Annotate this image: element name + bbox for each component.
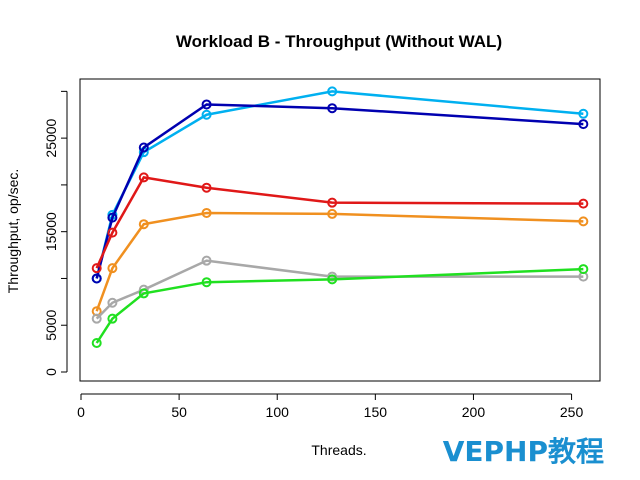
x-axis-label: Threads. [311, 442, 366, 458]
data-point [138, 288, 149, 299]
x-tick-label: 150 [364, 404, 388, 420]
y-tick-label: 15000 [43, 212, 59, 251]
data-point [138, 219, 149, 230]
data-point [327, 274, 338, 285]
data-point [327, 86, 338, 97]
data-point [91, 273, 102, 284]
data-point [91, 313, 102, 324]
data-point [107, 297, 118, 308]
data-point [201, 207, 212, 218]
series-line [95, 211, 584, 312]
series-4 [91, 207, 589, 317]
y-axis-label: Throughput, op/sec. [5, 169, 21, 294]
data-point [578, 216, 589, 227]
y-tick-label: 5000 [43, 309, 59, 340]
chart-title: Workload B - Throughput (Without WAL) [176, 32, 502, 51]
x-axis: 0 50 100 150 200 250 [77, 393, 584, 420]
data-point [107, 263, 118, 274]
data-point [107, 227, 118, 238]
data-point [578, 108, 589, 119]
series-line [95, 103, 584, 279]
x-tick-label: 250 [560, 404, 584, 420]
data-point [578, 198, 589, 209]
x-tick-label: 50 [171, 404, 187, 420]
series-6 [91, 264, 589, 348]
series-1 [91, 86, 589, 284]
data-point [107, 313, 118, 324]
series-layer [91, 86, 589, 348]
data-point [91, 263, 102, 274]
data-point [138, 172, 149, 183]
y-tick-label: 25000 [43, 118, 59, 157]
data-point [201, 255, 212, 266]
x-tick-label: 0 [77, 404, 85, 420]
y-axis: 0 5000 15000 25000 [43, 90, 68, 376]
data-point [201, 109, 212, 120]
data-point [91, 338, 102, 348]
series-line [95, 267, 584, 344]
data-point [201, 182, 212, 193]
plot-frame [79, 78, 601, 382]
data-point [327, 197, 338, 208]
y-tick-label: 0 [43, 368, 59, 376]
x-tick-label: 100 [266, 404, 290, 420]
data-point [201, 277, 212, 288]
data-point [107, 212, 118, 223]
data-point [327, 103, 338, 114]
data-point [201, 99, 212, 110]
series-3 [91, 172, 589, 274]
watermark-logo: VEPHP教程 [443, 435, 604, 468]
data-point [138, 142, 149, 153]
series-line [95, 176, 584, 269]
x-tick-label: 200 [462, 404, 486, 420]
series-2 [91, 99, 589, 284]
data-point [578, 119, 589, 130]
data-point [578, 264, 589, 275]
data-point [327, 208, 338, 219]
